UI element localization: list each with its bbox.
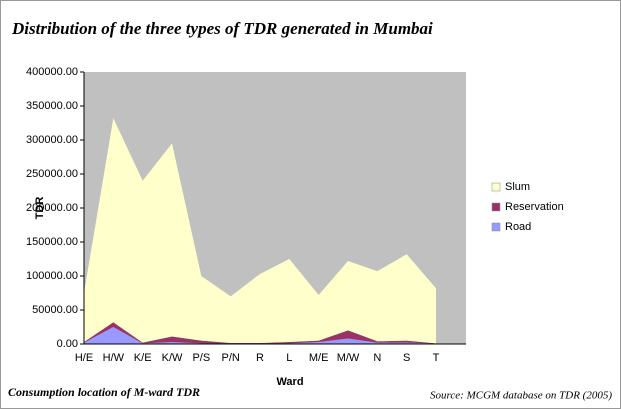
x-tick-label: S <box>403 352 410 364</box>
y-tick-label: 400000.00 <box>26 66 78 78</box>
legend-label: Road <box>505 221 531 233</box>
legend-label: Slum <box>505 181 530 193</box>
y-tick-label: 300000.00 <box>26 134 78 146</box>
x-tick-label: N <box>373 352 381 364</box>
x-tick-label: K/E <box>134 352 152 364</box>
x-tick-label: T <box>433 352 440 364</box>
y-tick-label: 350000.00 <box>26 100 78 112</box>
x-tick-label: P/S <box>192 352 210 364</box>
area <box>84 327 436 344</box>
y-tick-label: 0.00 <box>57 338 78 350</box>
x-tick-label: P/N <box>221 352 239 364</box>
x-tick-label: K/W <box>162 352 183 364</box>
area <box>84 118 436 344</box>
x-tick-label: H/W <box>103 352 125 364</box>
legend-label: Reservation <box>505 201 564 213</box>
x-tick-label: M/E <box>309 352 329 364</box>
caption: Consumption location of M-ward TDR <box>8 385 200 399</box>
x-tick-label: L <box>286 352 292 364</box>
y-axis-label: TDR <box>34 197 46 220</box>
source: Source: MCGM database on TDR (2005) <box>430 390 612 402</box>
y-tick-label: 100000.00 <box>26 270 78 282</box>
legend-swatch <box>491 202 501 212</box>
x-tick-label: R <box>256 352 264 364</box>
legend-swatch <box>491 182 501 192</box>
y-tick-label: 50000.00 <box>32 304 78 316</box>
y-tick-label: 250000.00 <box>26 168 78 180</box>
area <box>84 322 436 344</box>
chart-title: Distribution of the three types of TDR g… <box>11 19 433 38</box>
x-tick-label: H/E <box>75 352 93 364</box>
y-tick-label: 150000.00 <box>26 236 78 248</box>
x-tick-label: M/W <box>337 352 360 364</box>
legend-swatch <box>491 222 501 232</box>
x-axis-label: Ward <box>276 376 303 388</box>
y-tick-label: 200000.00 <box>26 202 78 214</box>
